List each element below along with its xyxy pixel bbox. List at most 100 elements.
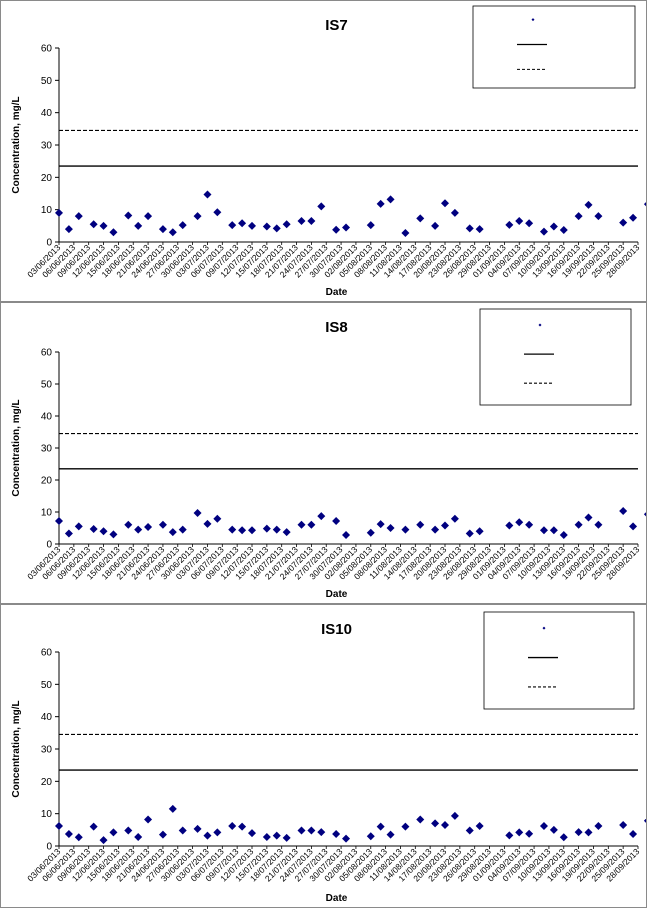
data-point: [366, 832, 375, 841]
y-tick-label: 0: [46, 540, 52, 551]
data-point: [158, 830, 167, 839]
data-point: [317, 202, 326, 211]
legend-box: [483, 611, 635, 710]
data-point: [178, 221, 187, 230]
y-tick-label: 20: [41, 173, 53, 184]
data-point: [574, 828, 583, 837]
legend-marker: [538, 323, 542, 327]
data-point: [559, 833, 568, 842]
data-point: [475, 527, 484, 536]
y-tick-label: 10: [41, 508, 53, 519]
y-axis-label: Concentration, mg/L: [11, 700, 22, 797]
data-point: [262, 222, 271, 231]
data-point: [134, 525, 143, 534]
data-point: [515, 216, 524, 225]
data-point: [431, 819, 440, 828]
data-point: [515, 518, 524, 527]
data-point: [450, 208, 459, 217]
data-point: [643, 202, 646, 207]
data-point: [441, 820, 449, 829]
data-point: [342, 834, 351, 843]
data-point: [465, 224, 474, 233]
y-tick-label: 50: [41, 680, 53, 691]
data-point: [594, 520, 603, 529]
y-tick-label: 30: [41, 444, 53, 455]
data-point: [629, 522, 638, 531]
y-tick-label: 20: [41, 476, 53, 487]
chart-panel: IS8 0 10 20 30 40 50 60 Concentration, mg/L 03/06…: [0, 302, 647, 604]
chart-panel: IS10 0 10 20 30 40 50 60 Concentration, mg/L 03/0…: [0, 604, 647, 908]
data-point: [158, 520, 167, 529]
data-point: [629, 830, 638, 839]
data-point: [574, 212, 583, 221]
data-point: [584, 513, 593, 522]
y-tick-label: 20: [41, 777, 53, 788]
data-point: [376, 199, 385, 208]
data-point: [465, 529, 474, 538]
data-point: [386, 524, 395, 532]
data-point: [629, 213, 638, 222]
data-point: [549, 526, 558, 535]
data-point: [282, 833, 291, 842]
data-point: [64, 529, 73, 538]
data-point: [342, 531, 351, 540]
data-point: [228, 821, 237, 830]
data-point: [238, 526, 247, 535]
data-point: [178, 826, 187, 835]
data-point: [376, 520, 385, 529]
data-point: [213, 514, 222, 523]
data-point: [450, 514, 459, 523]
data-point: [584, 828, 593, 837]
data-point: [193, 824, 202, 833]
data-point: [297, 826, 306, 835]
y-tick-label: 10: [41, 809, 53, 820]
data-point: [307, 826, 316, 835]
data-point: [109, 828, 118, 837]
data-point: [89, 822, 98, 831]
data-point: [332, 830, 341, 839]
data-point: [272, 525, 281, 534]
data-point: [158, 225, 167, 234]
data-point: [74, 833, 83, 842]
data-point: [539, 821, 548, 830]
data-point: [505, 521, 514, 530]
data-point: [401, 525, 410, 534]
data-point: [238, 219, 247, 228]
data-point: [431, 525, 440, 534]
data-point: [144, 523, 153, 532]
data-point: [203, 190, 212, 199]
legend: [479, 308, 632, 406]
data-point: [248, 221, 256, 230]
data-point: [248, 526, 256, 535]
data-point: [366, 221, 375, 230]
data-point: [643, 512, 646, 517]
data-point: [74, 212, 83, 221]
data-point: [342, 223, 351, 232]
data-point: [505, 831, 514, 840]
data-point: [317, 512, 326, 521]
data-point: [594, 821, 603, 830]
data-point: [465, 826, 474, 835]
y-tick-label: 40: [41, 108, 53, 119]
y-tick-label: 60: [41, 348, 53, 359]
data-point: [134, 221, 143, 230]
data-point: [89, 220, 98, 229]
data-point: [366, 528, 375, 537]
data-point: [525, 829, 534, 838]
data-point: [99, 221, 108, 230]
data-point: [401, 822, 410, 831]
data-point: [55, 516, 63, 525]
x-axis-label: Date: [326, 893, 348, 904]
data-point: [124, 520, 133, 529]
y-tick-label: 30: [41, 745, 53, 756]
y-tick-label: 0: [46, 238, 52, 249]
data-point: [297, 216, 306, 225]
data-point: [262, 524, 271, 533]
data-point: [238, 822, 247, 831]
legend-marker: [542, 626, 546, 630]
legend-marker: [531, 18, 535, 22]
data-point: [203, 519, 212, 528]
